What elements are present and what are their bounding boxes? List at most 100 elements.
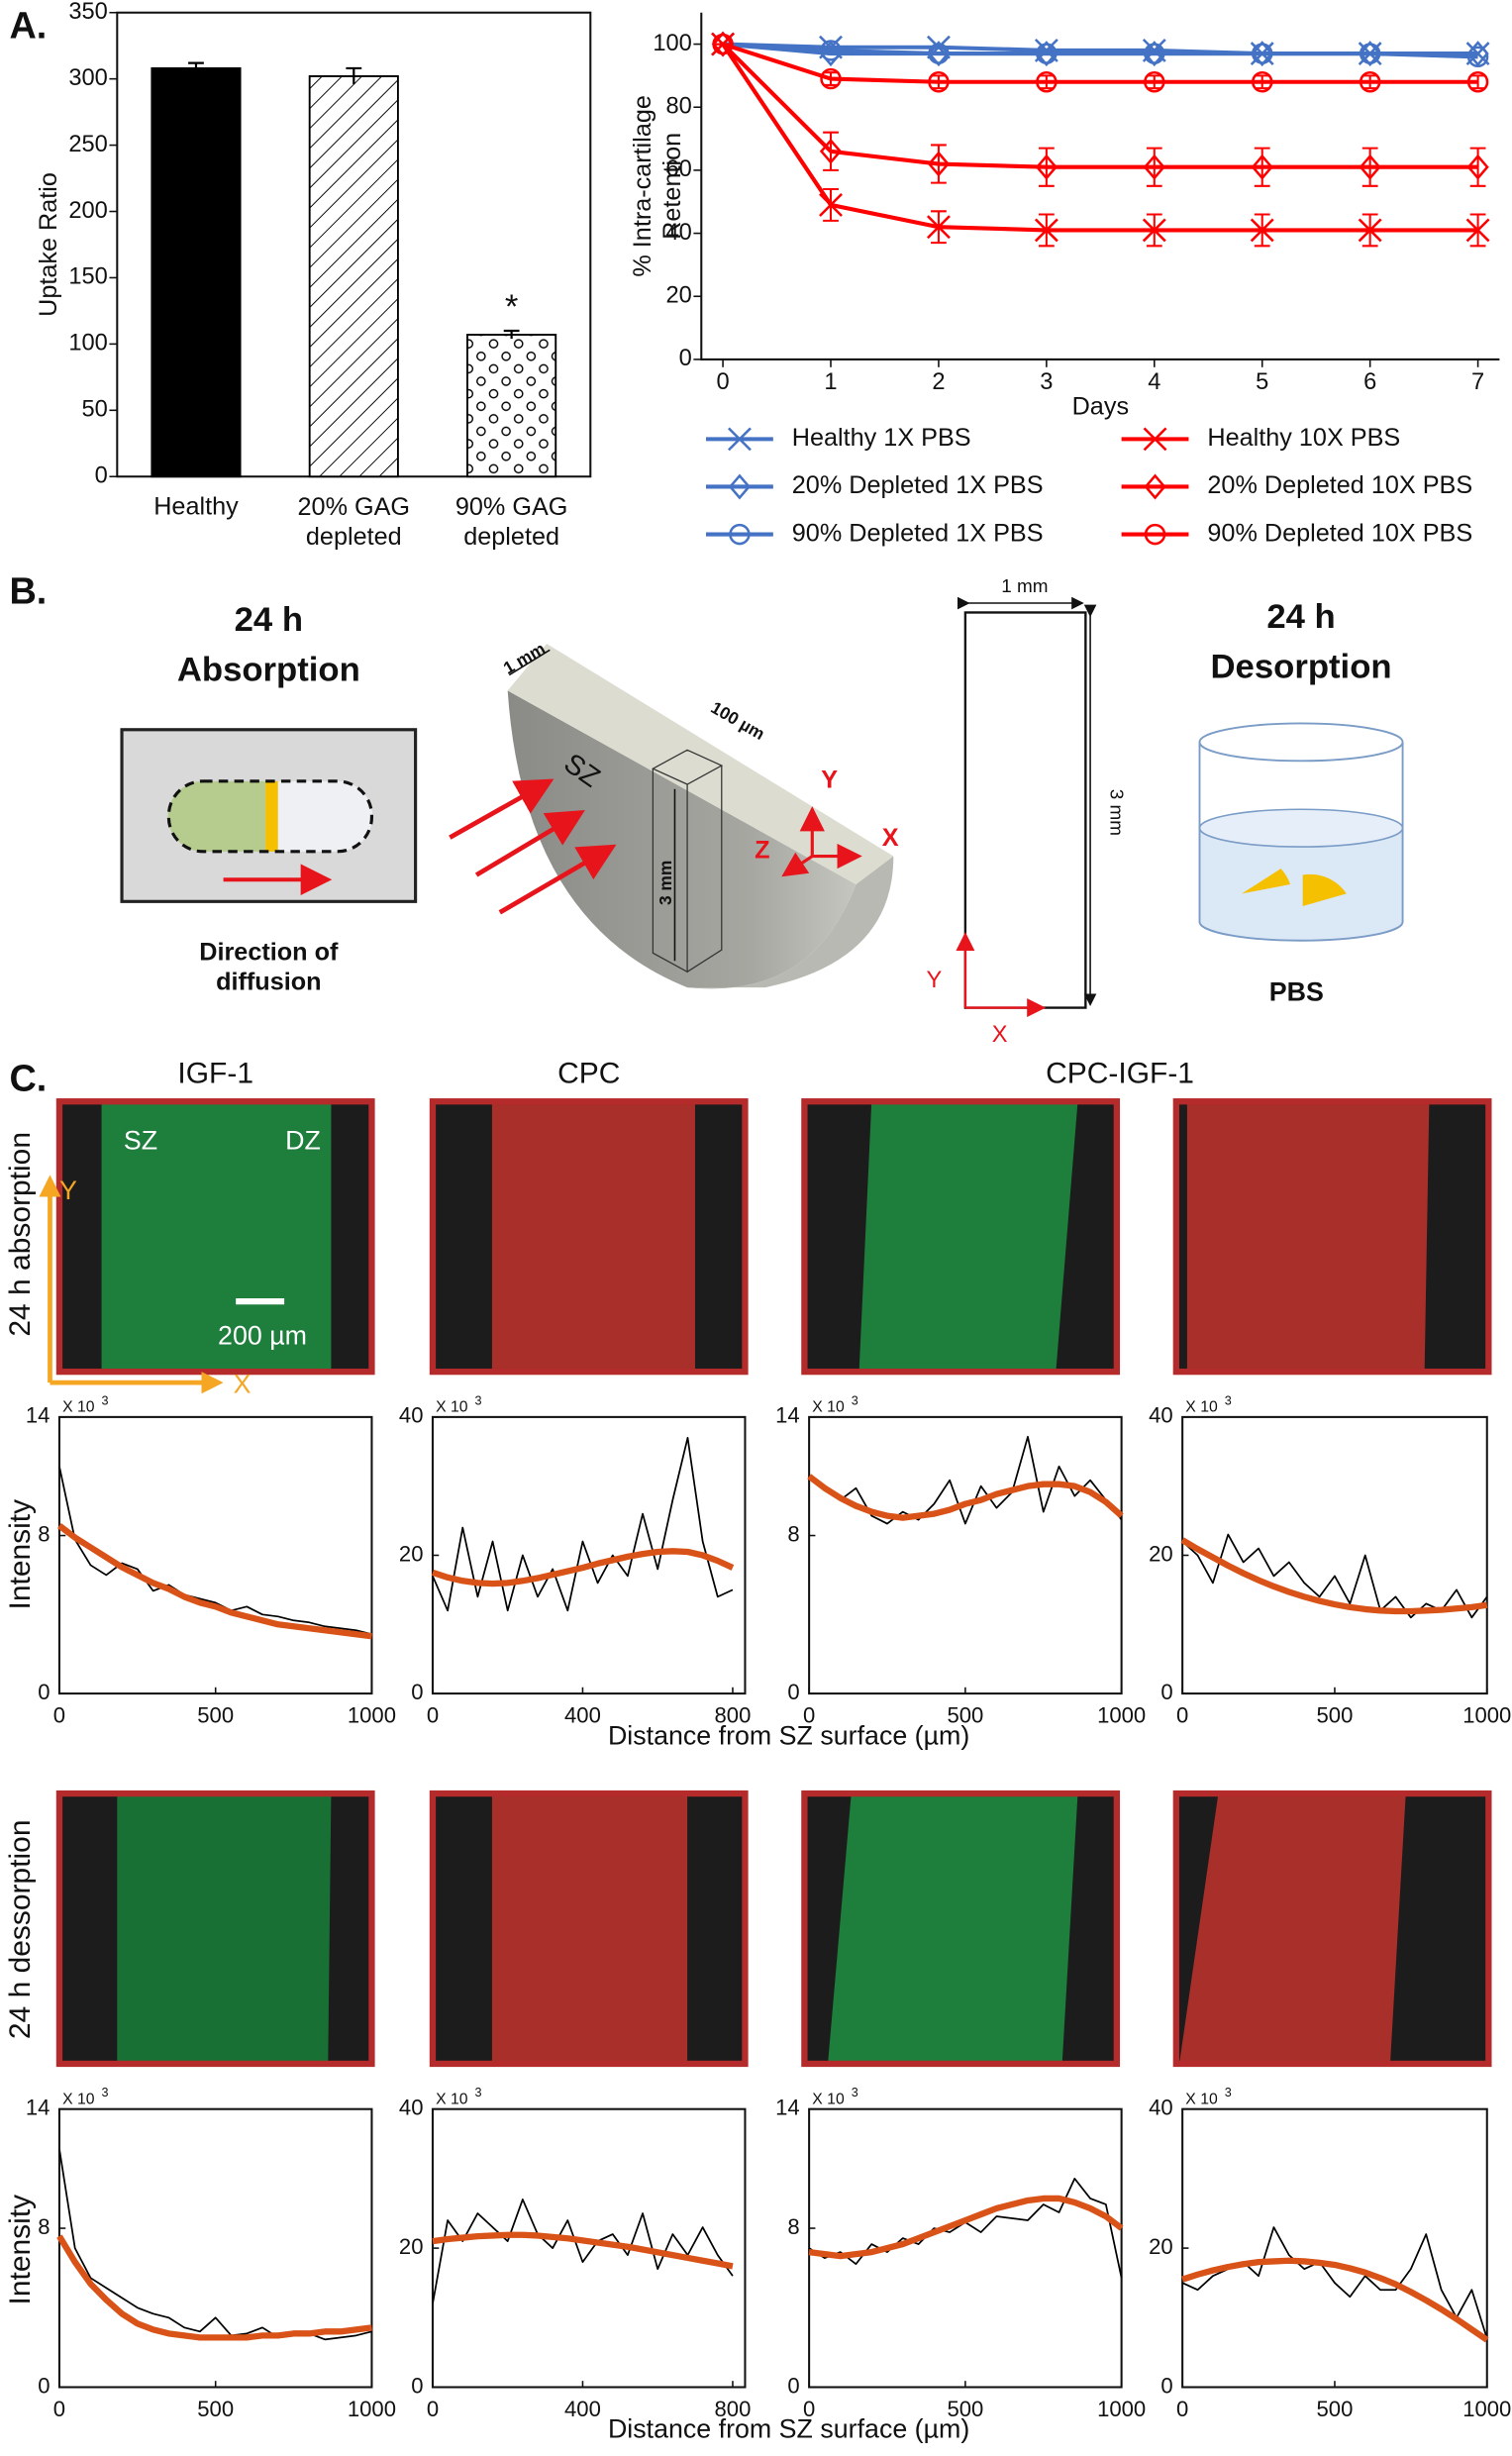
y-axis-label: Intensity: [4, 2195, 37, 2305]
axis-label: X: [882, 824, 899, 852]
y-multiplier-exponent: 3: [475, 2086, 482, 2099]
y-tick-label: 100: [68, 331, 107, 357]
desorption-time: 24 h: [1266, 598, 1335, 636]
legend-label: 90% Depleted 1X PBS: [792, 519, 1044, 547]
x-tick-label: 0: [1176, 1703, 1188, 1728]
axis-arrow: [781, 852, 814, 877]
section-schematic: 1 mm 3 mm Y X: [926, 576, 1126, 1048]
marker: [1034, 218, 1058, 243]
marker: [1251, 41, 1273, 67]
y-tick-label: 8: [38, 2214, 50, 2239]
panel-label: C.: [9, 1059, 47, 1100]
plot-frame: [808, 1415, 1123, 1695]
medium-label: PBS: [1269, 976, 1324, 1006]
scale-label: 200 µm: [218, 1321, 307, 1351]
plot-frame: [1181, 1415, 1488, 1695]
x-tick-label: 400: [564, 2397, 601, 2421]
micrograph-border: [429, 1790, 749, 2068]
sample-strip: [265, 780, 278, 852]
y-tick-label: 14: [775, 1403, 800, 1428]
cartilage-top: [507, 644, 894, 884]
series-line: [808, 1435, 1123, 1525]
zone-label: DZ: [285, 1125, 321, 1155]
y-multiplier-exponent: 3: [475, 1393, 482, 1407]
legend-marker: [728, 473, 752, 500]
buffer-surface: [1198, 808, 1404, 848]
beaker-wall: [1198, 742, 1404, 942]
series-line: [432, 1436, 734, 1612]
tissue-band: [828, 1793, 1078, 2064]
sample-thickness: 100 µm: [708, 697, 768, 744]
y-axis-label: % Intra-cartilage Retention: [629, 95, 686, 277]
column-header: CPC: [557, 1057, 620, 1089]
buffer: [1199, 828, 1403, 941]
cartilage-face: [507, 690, 857, 989]
micrograph-labels: SZ DZ 200 µm Y X: [39, 1125, 321, 1398]
x-tick-label: 500: [947, 2397, 983, 2421]
y-tick-label: 40: [665, 220, 691, 246]
axis-label: Y: [59, 1176, 77, 1205]
sample-piece: [1242, 869, 1290, 894]
legend-marker: [728, 427, 752, 452]
marker: [1358, 218, 1382, 243]
legend-marker: [1144, 473, 1166, 500]
x-tick-label: 1000: [348, 1703, 396, 1728]
series-line: [808, 2178, 1123, 2279]
desorption-title: Desorption: [1211, 648, 1392, 685]
tissue-band: [1186, 1101, 1430, 1373]
y-tick-label: 0: [38, 2373, 50, 2398]
micrograph-border: [801, 1098, 1121, 1376]
x-axis-label: Distance from SZ surface (µm): [608, 2414, 969, 2444]
sample-piece: [1302, 873, 1347, 907]
y-multiplier: X 10: [1185, 2091, 1218, 2107]
x-tick-label: 0: [716, 369, 729, 395]
marker: [928, 71, 950, 93]
marker: [1251, 154, 1273, 180]
x-tick-label: 0: [427, 1703, 439, 1728]
x-tick-label: 7: [1471, 369, 1484, 395]
sample-schematic: 1 mm 100 µm SZ 3 mm Y Z X: [449, 639, 899, 989]
marker: [1143, 154, 1165, 180]
flow-arrow: [498, 844, 617, 915]
series-line: [58, 1466, 372, 1636]
y-tick-label: 0: [1160, 2373, 1172, 2398]
row-label: 24 h absorption: [4, 1132, 37, 1337]
x-tick-label: 500: [197, 1703, 234, 1728]
y-multiplier-exponent: 3: [1225, 1393, 1232, 1407]
x-axis-label: Days: [1072, 392, 1129, 420]
bar: [151, 66, 242, 478]
x-tick-label: 1000: [1097, 1703, 1146, 1728]
series-line: [57, 1523, 372, 1640]
y-tick-label: 8: [38, 1521, 50, 1546]
plot-frame: [431, 2107, 747, 2389]
legend-label: 20% Depleted 10X PBS: [1207, 471, 1472, 499]
y-multiplier-exponent: 3: [852, 2086, 858, 2099]
x-tick-label: 1000: [1097, 2397, 1146, 2421]
marker: [819, 192, 843, 217]
axis-label: Y: [926, 968, 942, 993]
y-axis-label: Uptake Ratio: [35, 172, 62, 317]
orientation-axes: [48, 1186, 208, 1385]
marker: [1466, 154, 1489, 180]
x-tick-label: 3: [1040, 369, 1053, 395]
y-multiplier: X 10: [436, 1399, 468, 1416]
marker: [1144, 43, 1165, 64]
marker: [711, 31, 735, 57]
y-tick-label: 0: [787, 2373, 799, 2398]
y-tick-label: 50: [82, 397, 108, 423]
y-tick-label: 80: [665, 93, 691, 119]
orientation-arrowheads: [39, 1175, 224, 1394]
marker: [1035, 41, 1058, 67]
legend-marker: [1143, 427, 1167, 452]
marker: [819, 138, 843, 164]
marker: [1359, 41, 1381, 67]
x-tick-label: 0: [803, 2397, 815, 2421]
x-tick-label: 1000: [1462, 1703, 1511, 1728]
bath-zone: [277, 780, 373, 852]
plot-frame: [808, 2107, 1123, 2389]
y-tick-label: 14: [26, 1403, 50, 1428]
series-line: [721, 43, 1478, 233]
marker: [1036, 43, 1058, 64]
